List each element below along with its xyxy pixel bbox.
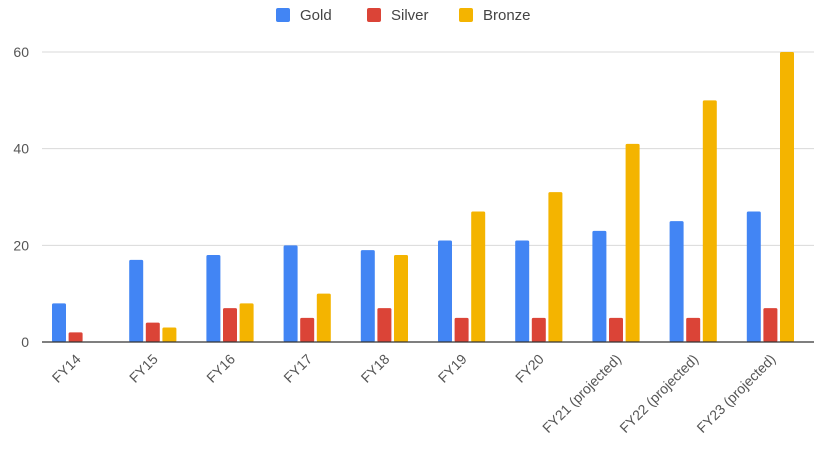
x-tick-label: FY16 — [203, 351, 238, 386]
x-tick-label: FY15 — [126, 351, 161, 386]
x-tick-label: FY22 (projected) — [616, 351, 701, 436]
legend-label: Gold — [300, 7, 332, 24]
bar-bronze-4 — [316, 293, 331, 342]
bar-bronze-5 — [394, 255, 408, 342]
bar-silver-7 — [531, 317, 546, 342]
y-tick-label: 0 — [21, 334, 29, 350]
gridlines — [42, 51, 814, 246]
y-tick-label: 20 — [13, 237, 29, 253]
legend: Gold Silver Bronze — [276, 7, 531, 24]
bar-silver-2 — [145, 322, 160, 342]
bar-silver-9 — [686, 317, 701, 342]
bars — [52, 52, 794, 342]
bar-gold-7 — [515, 240, 530, 342]
bar-gold-10 — [746, 211, 761, 342]
x-tick-label: FY20 — [512, 351, 547, 386]
bar-silver-8 — [609, 317, 623, 342]
y-tick-label: 60 — [13, 44, 29, 60]
x-tick-label: FY14 — [49, 351, 84, 386]
bar-gold-4 — [283, 245, 298, 342]
x-tick-label: FY18 — [358, 351, 393, 386]
legend-item-gold: Gold — [276, 7, 332, 24]
bar-silver-3 — [223, 308, 237, 342]
bar-gold-3 — [206, 255, 221, 342]
bar-bronze-3 — [239, 303, 254, 342]
bar-bronze-6 — [471, 211, 486, 342]
x-tick-label: FY21 (projected) — [539, 351, 624, 436]
legend-swatch — [367, 8, 381, 22]
bar-gold-1 — [52, 303, 66, 342]
bar-gold-9 — [669, 221, 684, 342]
bar-silver-4 — [300, 317, 315, 342]
bar-bronze-9 — [702, 100, 717, 342]
bar-gold-6 — [438, 240, 452, 342]
bar-bronze-7 — [548, 192, 563, 342]
legend-item-bronze: Bronze — [459, 7, 531, 24]
bar-gold-2 — [129, 259, 144, 342]
x-tick-label: FY19 — [435, 351, 470, 386]
legend-label: Bronze — [483, 7, 531, 24]
x-tick-label: FY23 (projected) — [693, 351, 778, 436]
x-tick-label: FY17 — [280, 351, 315, 386]
bar-silver-6 — [454, 317, 469, 342]
bar-silver-1 — [68, 332, 83, 342]
legend-swatch — [276, 8, 290, 22]
legend-item-silver: Silver — [367, 7, 429, 24]
bar-bronze-2 — [162, 327, 177, 342]
bar-bronze-10 — [780, 52, 794, 342]
bar-gold-5 — [360, 250, 375, 342]
y-tick-label: 40 — [13, 141, 29, 157]
bar-silver-10 — [763, 308, 778, 342]
y-axis-ticks: 0 20 40 60 — [13, 44, 29, 350]
bar-bronze-8 — [625, 143, 640, 342]
legend-label: Silver — [391, 7, 429, 24]
bar-gold-8 — [592, 230, 607, 342]
legend-swatch — [459, 8, 473, 22]
bar-silver-5 — [377, 308, 392, 342]
